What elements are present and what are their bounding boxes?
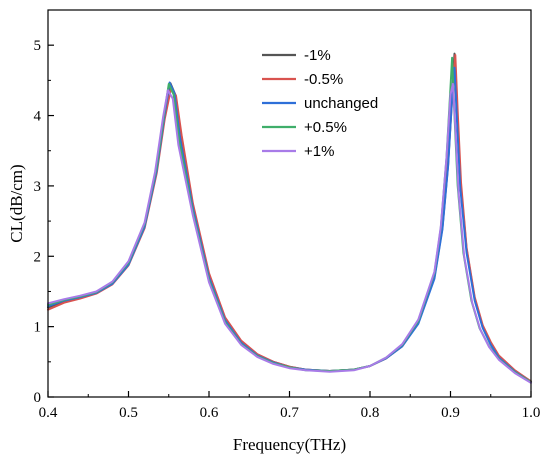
y-tick-label: 5 — [34, 38, 42, 54]
legend-label-1: -0.5% — [304, 71, 343, 88]
y-axis-title: CL(dB/cm) — [7, 164, 26, 242]
series-line-3 — [47, 56, 532, 384]
legend-label-3: +0.5% — [304, 119, 347, 136]
x-tick-label: 0.8 — [361, 405, 380, 421]
y-tick-label: 1 — [34, 320, 42, 336]
legend-label-2: unchanged — [304, 95, 378, 112]
x-axis-title: Frequency(THz) — [233, 435, 346, 454]
x-tick-label: 0.4 — [39, 405, 58, 421]
y-tick-label: 3 — [34, 179, 42, 195]
y-tick-label: 4 — [34, 109, 42, 125]
x-axis: 0.4 0.5 0.6 0.7 0.8 0.9 1.0 — [39, 391, 541, 421]
y-axis: 0 1 2 3 4 5 — [34, 38, 54, 406]
series-line-4 — [47, 82, 532, 384]
x-tick-label: 0.9 — [441, 405, 460, 421]
x-tick-label: 0.6 — [200, 405, 219, 421]
y-tick-label: 0 — [34, 390, 42, 406]
plot-area — [47, 9, 532, 398]
legend: -1% -0.5% unchanged +0.5% +1% — [262, 47, 378, 160]
y-tick-label: 2 — [34, 249, 42, 265]
legend-label-4: +1% — [304, 143, 334, 160]
x-tick-label: 0.7 — [280, 405, 299, 421]
x-tick-label: 0.5 — [119, 405, 138, 421]
legend-label-0: -1% — [304, 47, 331, 64]
x-tick-label: 1.0 — [522, 405, 541, 421]
